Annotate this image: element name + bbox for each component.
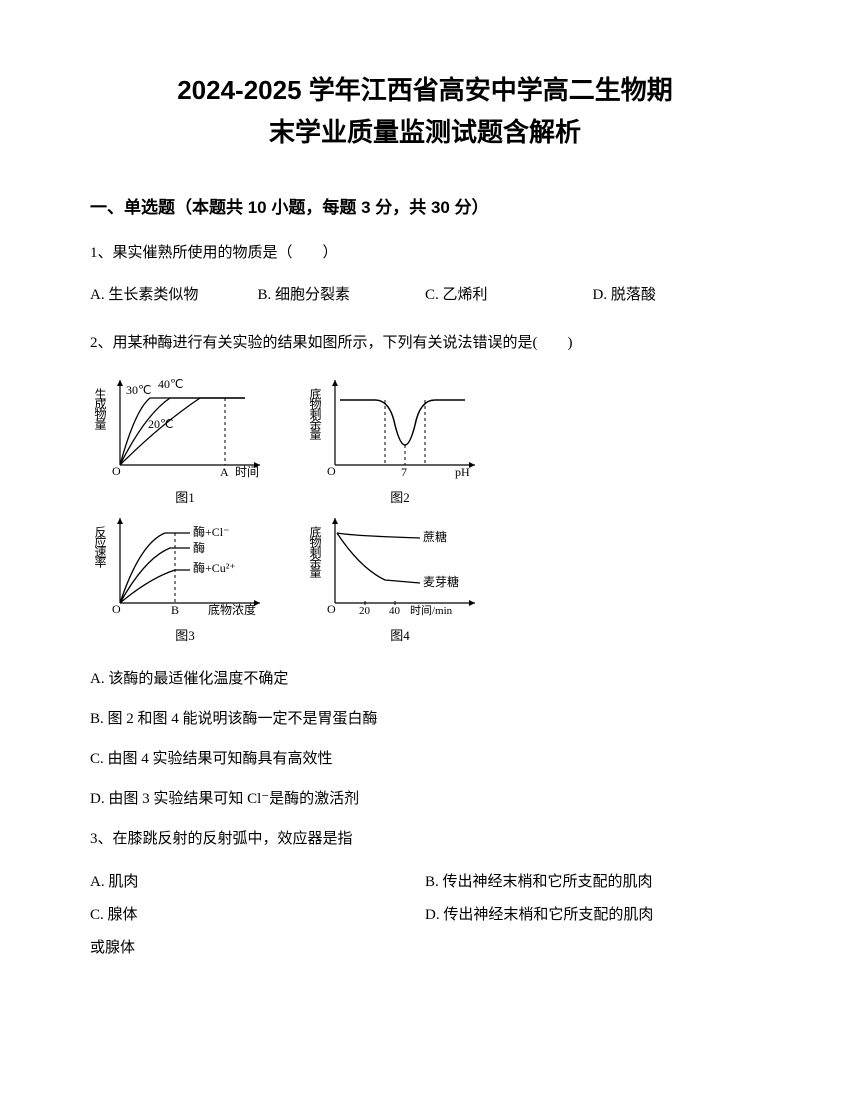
fig3-ylabel: 反应速率 (92, 526, 109, 566)
svg-text:底物浓度: 底物浓度 (208, 602, 256, 617)
svg-text:pH: pH (455, 465, 470, 479)
question-1-options: A. 生长素类似物 B. 细胞分裂素 C. 乙烯利 D. 脱落酸 (90, 280, 760, 310)
q1-option-d: D. 脱落酸 (593, 280, 761, 310)
figure-2: 底物剩余量 O 7 pH 图2 (305, 370, 495, 500)
q1-option-c: C. 乙烯利 (425, 280, 593, 310)
fig1-ylabel: 生成物量 (92, 388, 109, 428)
svg-text:O: O (112, 464, 121, 478)
svg-text:酶: 酶 (193, 540, 205, 555)
fig4-label: 图4 (305, 625, 495, 644)
svg-text:O: O (112, 602, 121, 616)
question-3-text: 3、在膝跳反射的反射弧中，效应器是指 (90, 824, 760, 854)
figures-container: 生成物量 30℃ 40℃ 20℃ O A 时间 图1 底物剩余量 (90, 370, 760, 646)
svg-text:A: A (220, 465, 229, 479)
question-1-text: 1、果实催熟所使用的物质是（ ） (90, 238, 760, 268)
figure-1: 生成物量 30℃ 40℃ 20℃ O A 时间 图1 (90, 370, 280, 500)
figure-3: 反应速率 酶+Cl⁻ 酶 酶+Cu²⁺ O B 底物浓度 图3 (90, 508, 280, 638)
figures-row-2: 反应速率 酶+Cl⁻ 酶 酶+Cu²⁺ O B 底物浓度 图3 底物剩余量 (90, 508, 760, 638)
fig2-label: 图2 (305, 487, 495, 506)
fig4-chart: 蔗糖 麦芽糖 O 20 40 时间/min (305, 508, 495, 618)
q3-option-b: B. 传出神经末梢和它所支配的肌肉 (425, 866, 760, 899)
question-3-options: A. 肌肉 B. 传出神经末梢和它所支配的肌肉 C. 腺体 D. 传出神经末梢和… (90, 866, 760, 965)
svg-text:40: 40 (389, 605, 401, 617)
svg-text:酶+Cl⁻: 酶+Cl⁻ (193, 524, 229, 539)
svg-text:30℃: 30℃ (126, 383, 151, 397)
q2-option-a: A. 该酶的最适催化温度不确定 (90, 664, 760, 694)
figures-row-1: 生成物量 30℃ 40℃ 20℃ O A 时间 图1 底物剩余量 (90, 370, 760, 500)
svg-text:40℃: 40℃ (158, 377, 183, 391)
fig1-chart: 30℃ 40℃ 20℃ O A 时间 (90, 370, 280, 480)
title-line-1: 2024-2025 学年江西省高安中学高二生物期 (90, 70, 760, 112)
q3-option-a: A. 肌肉 (90, 866, 425, 899)
svg-text:酶+Cu²⁺: 酶+Cu²⁺ (193, 560, 236, 575)
svg-text:时间: 时间 (235, 465, 259, 479)
fig3-chart: 酶+Cl⁻ 酶 酶+Cu²⁺ O B 底物浓度 (90, 508, 280, 618)
svg-text:B: B (171, 603, 179, 617)
q2-option-c: C. 由图 4 实验结果可知酶具有高效性 (90, 744, 760, 774)
q3-option-c: C. 腺体 (90, 899, 425, 932)
q1-option-a: A. 生长素类似物 (90, 280, 258, 310)
q2-option-b: B. 图 2 和图 4 能说明该酶一定不是胃蛋白酶 (90, 704, 760, 734)
svg-text:O: O (327, 602, 336, 616)
section-header: 一、单选题（本题共 10 小题，每题 3 分，共 30 分） (90, 193, 760, 218)
svg-text:麦芽糖: 麦芽糖 (423, 574, 459, 589)
svg-text:20℃: 20℃ (148, 417, 173, 431)
svg-text:O: O (327, 464, 336, 478)
svg-text:7: 7 (401, 465, 407, 479)
svg-text:蔗糖: 蔗糖 (423, 529, 447, 544)
fig2-chart: O 7 pH (305, 370, 495, 480)
title-line-2: 末学业质量监测试题含解析 (90, 112, 760, 154)
fig3-label: 图3 (90, 625, 280, 644)
q2-option-d: D. 由图 3 实验结果可知 Cl⁻是酶的激活剂 (90, 784, 760, 814)
fig4-ylabel: 底物剩余量 (307, 526, 324, 576)
svg-text:时间/min: 时间/min (410, 604, 453, 617)
fig1-label: 图1 (90, 487, 280, 506)
figure-4: 底物剩余量 蔗糖 麦芽糖 O 20 40 时间/min 图4 (305, 508, 495, 638)
svg-text:20: 20 (359, 605, 371, 617)
q1-option-b: B. 细胞分裂素 (258, 280, 426, 310)
fig2-ylabel: 底物剩余量 (307, 388, 324, 438)
q3-option-d-cont: 或腺体 (90, 932, 760, 965)
question-2-text: 2、用某种酶进行有关实验的结果如图所示，下列有关说法错误的是( ) (90, 328, 760, 358)
document-title: 2024-2025 学年江西省高安中学高二生物期 末学业质量监测试题含解析 (90, 70, 760, 153)
q3-option-d: D. 传出神经末梢和它所支配的肌肉 (425, 899, 760, 932)
